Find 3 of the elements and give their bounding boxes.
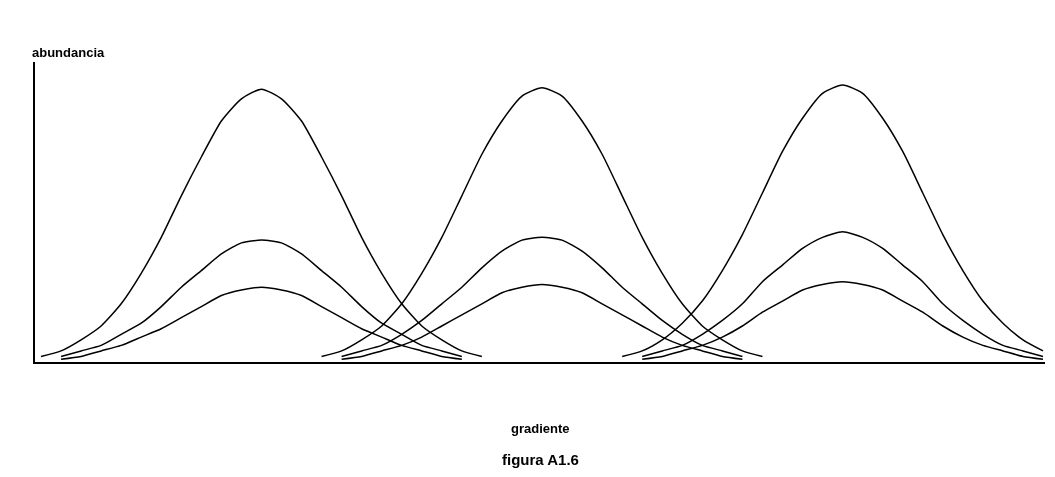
text: figura A1.6	[502, 451, 579, 468]
y-axis-title: abundancia	[32, 45, 106, 60]
x-axis-title: gradiente	[511, 421, 570, 436]
